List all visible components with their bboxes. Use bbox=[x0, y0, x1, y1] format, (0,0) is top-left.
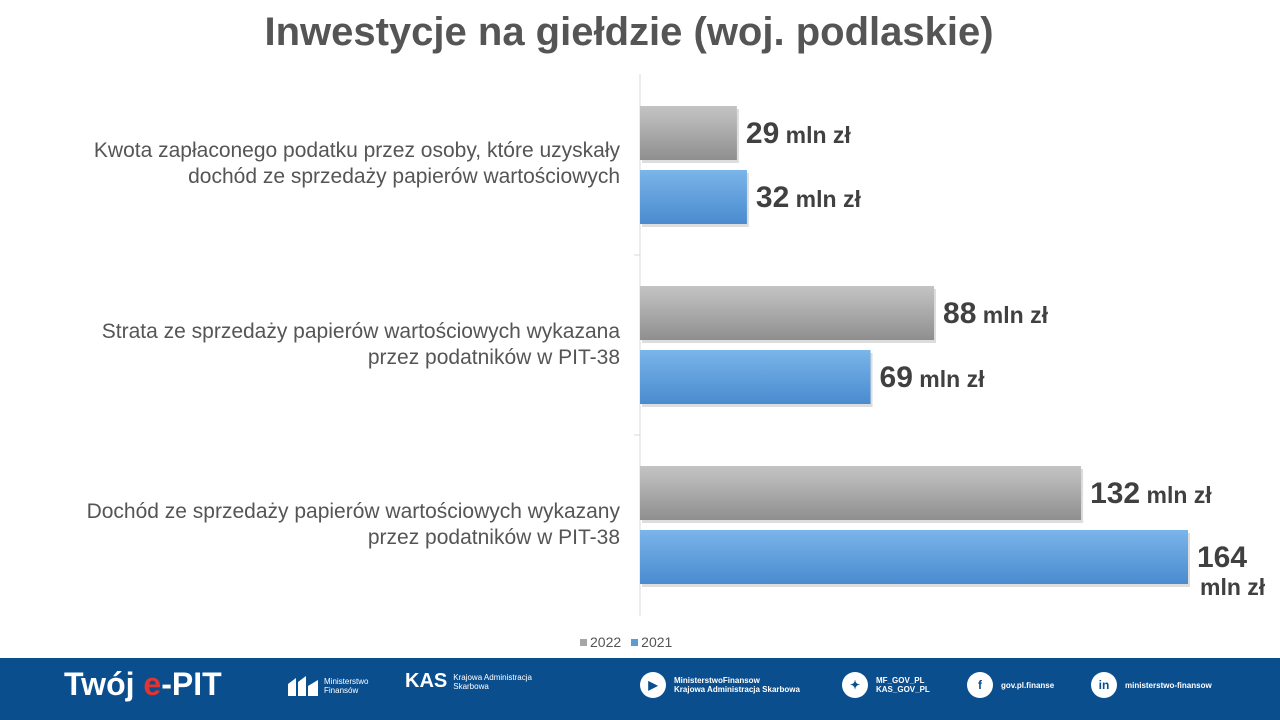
e-pit-logo[interactable]: Twój e-PIT bbox=[64, 666, 222, 703]
legend-item-2021: 2021 bbox=[631, 634, 672, 650]
kas-line2: Skarbowa bbox=[453, 681, 489, 691]
twitter-icon: ✦ bbox=[842, 672, 868, 698]
facebook-icon: f bbox=[967, 672, 993, 698]
kas-logo[interactable]: KAS Krajowa Administracja Skarbowa bbox=[405, 670, 532, 693]
category-label-loss: Strata ze sprzedaży papierów wartościowy… bbox=[0, 319, 620, 371]
brand-e: e bbox=[143, 666, 162, 702]
legend-label-2021: 2021 bbox=[641, 634, 673, 650]
bar-2022-cat1 bbox=[640, 286, 935, 340]
youtube-line1: MinisterstwoFinansow bbox=[674, 676, 760, 685]
ministry-emblem-icon bbox=[288, 676, 318, 696]
linkedin-link[interactable]: in ministerstwo-finansow bbox=[1091, 672, 1212, 698]
chart-title: Inwestycje na giełdzie (woj. podlaskie) bbox=[264, 10, 994, 54]
data-label-2021-cat2: 164 mln zł bbox=[1197, 541, 1266, 600]
linkedin-icon: in bbox=[1091, 672, 1117, 698]
brand-suffix: -PIT bbox=[161, 666, 222, 702]
data-label-2021-cat1: 69 mln zł bbox=[880, 361, 986, 394]
category-label-line: Strata ze sprzedaży papierów wartościowy… bbox=[101, 320, 620, 343]
category-label-tax-paid: Kwota zapłaconego podatku przez osoby, k… bbox=[0, 138, 620, 190]
legend-label-2022: 2022 bbox=[590, 634, 622, 650]
ministry-line1: Ministerstwo bbox=[324, 677, 369, 686]
data-label-2021-cat0: 32 mln zł bbox=[756, 181, 862, 214]
bar-2022-cat2 bbox=[640, 466, 1082, 520]
twitter-line2: KAS_GOV_PL bbox=[876, 685, 930, 694]
linkedin-label: ministerstwo-finansow bbox=[1125, 680, 1212, 690]
youtube-line2: Krajowa Administracja Skarbowa bbox=[674, 685, 800, 694]
bar-2021-cat2 bbox=[640, 530, 1188, 584]
legend-swatch-2021 bbox=[631, 638, 639, 646]
brand-prefix: Twój bbox=[64, 666, 144, 702]
bar-2021-cat1 bbox=[640, 350, 871, 404]
ministry-logo[interactable]: Ministerstwo Finansów bbox=[288, 676, 368, 696]
ministry-line2: Finansów bbox=[324, 686, 359, 695]
footer-bar: Twój e-PIT Ministerstwo Finansów KAS Kra… bbox=[0, 658, 1280, 720]
category-label-line: dochód ze sprzedaży papierów wartościowy… bbox=[188, 165, 620, 188]
category-label-line: Dochód ze sprzedaży papierów wartościowy… bbox=[86, 500, 620, 523]
data-label-2022-cat2: 132 mln zł bbox=[1090, 477, 1212, 510]
facebook-link[interactable]: f gov.pl.finanse bbox=[967, 672, 1054, 698]
twitter-line1: MF_GOV_PL bbox=[876, 676, 925, 685]
category-label-line: Kwota zapłaconego podatku przez osoby, k… bbox=[93, 139, 620, 162]
data-label-2022-cat1: 88 mln zł bbox=[943, 297, 1049, 330]
chart-legend: 2022 2021 bbox=[580, 634, 672, 650]
kas-line1: Krajowa Administracja bbox=[453, 672, 532, 682]
data-label-2022-cat0: 29 mln zł bbox=[746, 117, 852, 150]
category-label-line: przez podatników w PIT-38 bbox=[367, 526, 620, 549]
bar-2021-cat0 bbox=[640, 170, 747, 224]
facebook-label: gov.pl.finanse bbox=[1001, 680, 1055, 690]
category-label-line: przez podatników w PIT-38 bbox=[367, 346, 620, 369]
legend-swatch-2022 bbox=[580, 638, 587, 646]
youtube-icon: ▶ bbox=[640, 672, 666, 698]
legend-item-2022: 2022 bbox=[580, 634, 621, 650]
kas-mark: KAS bbox=[405, 670, 448, 692]
bar-2022-cat0 bbox=[640, 106, 737, 160]
youtube-link[interactable]: ▶ MinisterstwoFinansow Krajowa Administr… bbox=[640, 672, 800, 698]
category-label-income: Dochód ze sprzedaży papierów wartościowy… bbox=[0, 499, 620, 551]
bar-chart: 29 mln zł 32 mln zł 88 mln zł 69 mln zł 132 … bbox=[634, 74, 1266, 616]
twitter-link[interactable]: ✦ MF_GOV_PL KAS_GOV_PL bbox=[842, 672, 930, 698]
